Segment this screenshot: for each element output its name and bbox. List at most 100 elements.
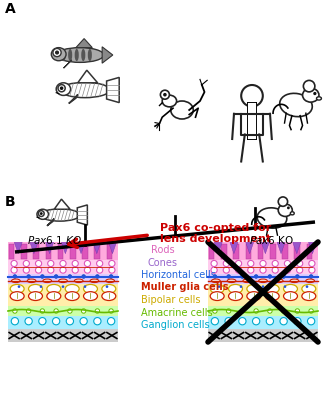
Ellipse shape	[75, 49, 79, 61]
Ellipse shape	[317, 97, 321, 100]
Text: $\mathit{Pax6.1}$ KO: $\mathit{Pax6.1}$ KO	[27, 234, 82, 246]
Ellipse shape	[83, 284, 97, 293]
Bar	[82, 244, 88, 259]
Circle shape	[297, 260, 303, 266]
Circle shape	[248, 260, 254, 266]
Ellipse shape	[280, 93, 312, 117]
Circle shape	[109, 275, 113, 278]
Circle shape	[211, 318, 218, 325]
Circle shape	[254, 309, 258, 313]
Ellipse shape	[229, 284, 243, 293]
Circle shape	[94, 318, 101, 325]
Polygon shape	[77, 205, 87, 225]
Circle shape	[27, 275, 30, 278]
Ellipse shape	[102, 284, 116, 293]
Circle shape	[72, 260, 78, 266]
Ellipse shape	[212, 279, 220, 282]
Ellipse shape	[68, 49, 72, 61]
Circle shape	[95, 309, 99, 313]
Circle shape	[23, 267, 29, 273]
Ellipse shape	[102, 292, 116, 300]
Circle shape	[96, 267, 103, 273]
Polygon shape	[107, 77, 119, 103]
Circle shape	[40, 285, 42, 288]
Circle shape	[60, 267, 66, 273]
Text: Cones: Cones	[148, 258, 178, 268]
Circle shape	[39, 318, 46, 325]
Bar	[208, 274, 318, 284]
Circle shape	[223, 260, 230, 266]
Circle shape	[96, 260, 103, 266]
Ellipse shape	[47, 292, 61, 300]
Circle shape	[225, 318, 232, 325]
Text: Rods: Rods	[151, 245, 175, 255]
Circle shape	[218, 285, 220, 288]
Circle shape	[254, 275, 258, 278]
Circle shape	[52, 318, 60, 325]
Ellipse shape	[40, 209, 80, 221]
Ellipse shape	[47, 284, 61, 293]
Ellipse shape	[284, 292, 297, 300]
Polygon shape	[93, 242, 101, 254]
Polygon shape	[308, 242, 317, 254]
Circle shape	[23, 260, 29, 266]
Circle shape	[38, 211, 44, 216]
Text: lens development: lens development	[160, 234, 271, 244]
Text: Bipolar cells: Bipolar cells	[141, 295, 200, 305]
Ellipse shape	[10, 292, 24, 300]
Polygon shape	[14, 242, 22, 254]
Circle shape	[160, 90, 170, 99]
Bar	[8, 316, 118, 329]
Ellipse shape	[74, 279, 83, 282]
Circle shape	[284, 285, 286, 288]
Polygon shape	[64, 60, 72, 68]
Ellipse shape	[88, 49, 92, 61]
Bar	[8, 242, 118, 260]
Bar	[95, 244, 100, 259]
Circle shape	[278, 197, 288, 206]
Circle shape	[84, 267, 91, 273]
Ellipse shape	[302, 284, 316, 293]
Circle shape	[36, 267, 42, 273]
Ellipse shape	[65, 292, 79, 300]
Ellipse shape	[229, 292, 243, 300]
Polygon shape	[78, 70, 97, 83]
Polygon shape	[277, 242, 285, 254]
Circle shape	[282, 275, 286, 278]
Bar	[70, 244, 76, 259]
Circle shape	[48, 260, 54, 266]
Circle shape	[60, 86, 63, 90]
Polygon shape	[54, 199, 70, 209]
Ellipse shape	[43, 279, 52, 282]
Circle shape	[240, 285, 242, 288]
Ellipse shape	[29, 292, 42, 300]
Circle shape	[284, 260, 290, 266]
Bar	[307, 244, 312, 259]
Bar	[270, 244, 275, 259]
Circle shape	[223, 267, 230, 273]
Circle shape	[284, 267, 290, 273]
Ellipse shape	[210, 284, 224, 293]
Ellipse shape	[56, 48, 104, 62]
Circle shape	[62, 285, 64, 288]
Circle shape	[260, 267, 266, 273]
Text: Pax6 co-opted for: Pax6 co-opted for	[160, 223, 271, 233]
Circle shape	[11, 267, 17, 273]
Circle shape	[40, 275, 44, 278]
Circle shape	[248, 267, 254, 273]
Circle shape	[252, 318, 260, 325]
Circle shape	[26, 309, 31, 313]
Circle shape	[163, 93, 167, 96]
Bar	[233, 244, 239, 259]
Circle shape	[84, 260, 91, 266]
Ellipse shape	[274, 279, 283, 282]
Circle shape	[40, 309, 45, 313]
Polygon shape	[214, 242, 222, 254]
Circle shape	[54, 309, 58, 313]
Text: $\mathit{Pax6}$ KO: $\mathit{Pax6}$ KO	[249, 234, 294, 246]
Circle shape	[272, 267, 278, 273]
Circle shape	[109, 267, 115, 273]
Circle shape	[36, 260, 42, 266]
Bar	[8, 274, 118, 284]
Circle shape	[296, 275, 299, 278]
